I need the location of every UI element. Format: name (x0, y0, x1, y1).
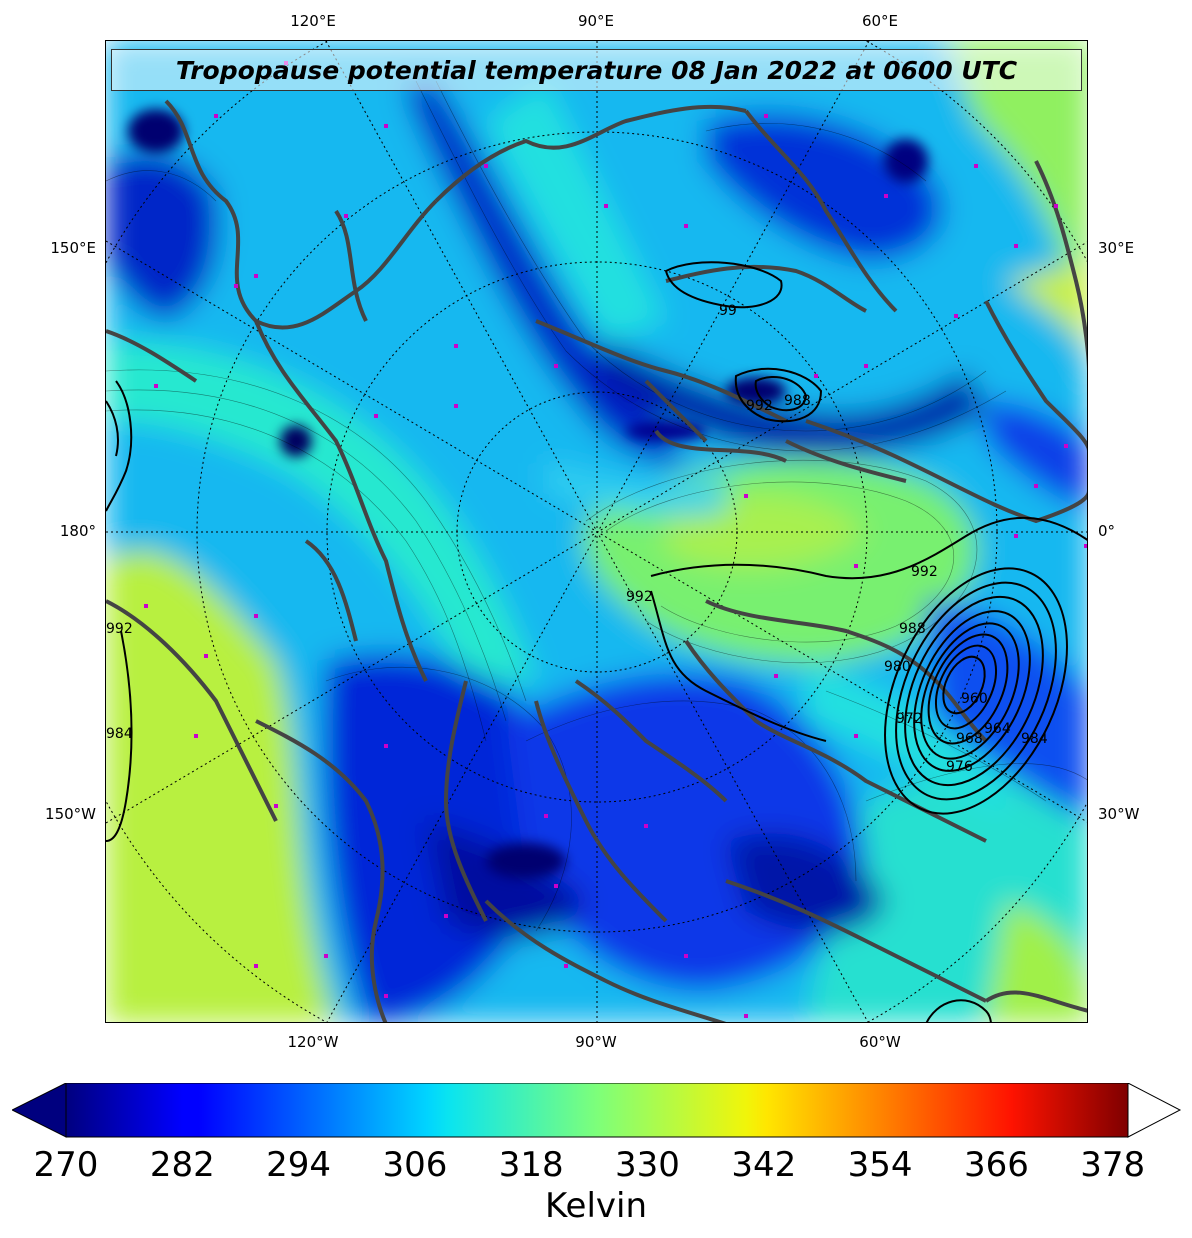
colorbar-gradient (65, 1083, 1129, 1138)
lon-label-right-2: 0° (1098, 522, 1116, 540)
colorbar-tick-label: 378 (1080, 1145, 1146, 1185)
theta-field (106, 41, 1087, 1022)
colorbar-tick-label: 366 (963, 1145, 1029, 1185)
lon-label-bottom-1: 120°W (287, 1033, 339, 1051)
lon-label-left-2: 180° (59, 522, 96, 540)
colorbar-label: Kelvin (544, 1186, 648, 1226)
pressure-label: 968 (956, 731, 983, 747)
pressure-label: 960 (961, 691, 988, 707)
colorbar-tick-label: 270 (33, 1145, 99, 1185)
lon-label-top-3: 60°E (861, 12, 899, 30)
pressure-label: 992 (106, 621, 133, 637)
lon-label-bottom-2: 90°W (575, 1033, 617, 1051)
colorbar (12, 1083, 1182, 1138)
lon-label-right-1: 30°E (1098, 239, 1135, 257)
pressure-label: 992 (746, 398, 773, 414)
lon-label-left-3: 150°W (45, 805, 96, 823)
colorbar-tick-label: 282 (149, 1145, 215, 1185)
lon-label-right-3: 30°W (1098, 805, 1140, 823)
map-title: Tropopause potential temperature 08 Jan … (175, 55, 1018, 85)
colorbar-tick-label: 342 (731, 1145, 797, 1185)
colorbar-extend-high (1127, 1083, 1182, 1138)
colorbar-tick-label: 354 (847, 1145, 913, 1185)
theta-contours (106, 80, 1087, 932)
map-panel: 99 988 992 992 992 988 980 972 976 968 964 960 984 99… (105, 40, 1088, 1023)
colorbar-tick-label: 318 (498, 1145, 564, 1185)
map-title-box: Tropopause potential temperature 08 Jan … (111, 49, 1082, 91)
colorbar-tick-label: 294 (266, 1145, 332, 1185)
colorbar-tick-label: 306 (382, 1145, 448, 1185)
pressure-label: 984 (1021, 731, 1048, 747)
pressure-label: 992 (911, 564, 938, 580)
colorbar-tick-label: 330 (615, 1145, 680, 1185)
pressure-label: 992 (626, 589, 653, 605)
colorbar-extend-low (12, 1083, 67, 1138)
pressure-label: 964 (984, 721, 1011, 737)
pressure-label: 980 (884, 659, 911, 675)
pressure-label: 984 (106, 726, 133, 742)
pressure-label: 99 (719, 303, 737, 319)
polar-stereographic-map (106, 41, 1087, 1022)
lon-label-bottom-3: 60°W (859, 1033, 901, 1051)
pressure-label: 972 (896, 711, 923, 727)
pressure-label: 976 (946, 759, 973, 775)
pressure-label: 988 (899, 621, 926, 637)
pressure-label: 988 (784, 393, 811, 409)
lon-label-top-1: 120°E (290, 12, 336, 30)
lon-label-left-1: 150°E (50, 239, 96, 257)
pressure-contours (106, 261, 1087, 1022)
lon-label-top-2: 90°E (577, 12, 615, 30)
